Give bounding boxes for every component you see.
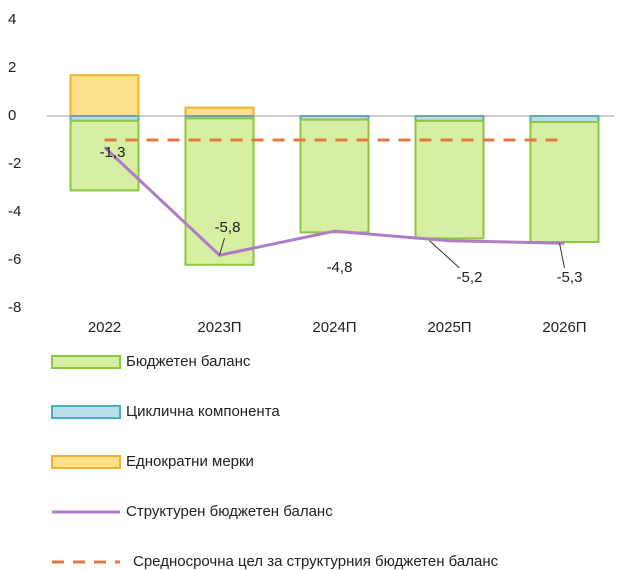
data-label: -1,3 — [100, 144, 126, 161]
y-tick-label: 4 — [8, 11, 16, 28]
y-tick-label: -2 — [8, 155, 21, 172]
legend-label: Бюджетен баланс — [126, 353, 251, 370]
leader-line — [559, 243, 565, 269]
legend-label: Циклична компонента — [126, 403, 280, 420]
x-tick-label: 2025П — [427, 319, 471, 336]
legend-swatch — [51, 405, 121, 419]
data-label: -5,3 — [557, 269, 583, 286]
bar-segment — [69, 119, 140, 192]
data-label: -4,8 — [327, 259, 353, 276]
y-tick-label: -6 — [8, 251, 21, 268]
legend-label: Еднократни мерки — [126, 453, 254, 470]
y-tick-label: -4 — [8, 203, 21, 220]
legend-swatch — [51, 455, 121, 469]
line-series — [103, 146, 565, 257]
x-tick-label: 2024П — [312, 319, 356, 336]
x-tick-label: 2022 — [88, 319, 121, 336]
y-tick-label: 2 — [8, 59, 16, 76]
x-tick-label: 2026П — [542, 319, 586, 336]
y-tick-label: -8 — [8, 299, 21, 316]
data-label: -5,8 — [215, 219, 241, 236]
bar-segment — [414, 119, 485, 240]
bar-segment — [529, 121, 600, 243]
y-tick-label: 0 — [8, 107, 16, 124]
leader-line — [429, 240, 460, 269]
leader-line — [219, 237, 225, 256]
legend-label: Средносрочна цел за структурния бюджетен… — [133, 553, 499, 570]
legend-swatch — [51, 355, 121, 369]
legend-label: Структурен бюджетен баланс — [126, 503, 333, 520]
bar-segment — [69, 74, 140, 117]
bar-segment — [184, 106, 255, 117]
data-label: -5,2 — [457, 269, 483, 286]
bar-segment — [184, 117, 255, 266]
bar-segment — [299, 118, 370, 234]
x-tick-label: 2023П — [197, 319, 241, 336]
